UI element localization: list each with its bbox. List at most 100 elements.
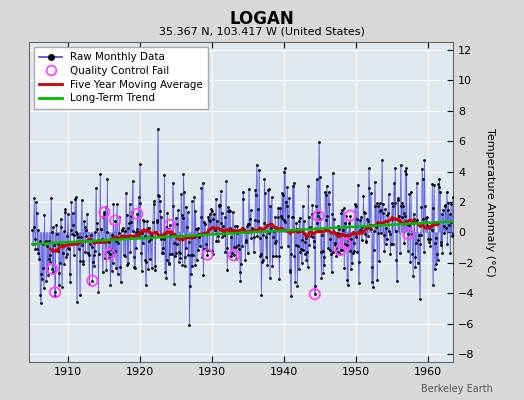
- Point: [53, 230, 61, 237]
- Point: [183, 224, 191, 230]
- Point: [231, 222, 239, 229]
- Point: [176, 255, 184, 261]
- Point: [88, 244, 96, 250]
- Point: [283, 184, 291, 190]
- Point: [119, 252, 128, 258]
- Point: [409, 211, 418, 218]
- Point: [392, 257, 400, 263]
- Point: [374, 230, 382, 236]
- Point: [63, 211, 72, 218]
- Point: [307, 232, 315, 239]
- Point: [199, 272, 208, 278]
- Point: [367, 278, 376, 285]
- Point: [423, 214, 431, 220]
- Point: [334, 226, 343, 232]
- Point: [413, 260, 422, 266]
- Point: [29, 241, 37, 248]
- Point: [433, 257, 442, 264]
- Point: [46, 259, 54, 266]
- Point: [45, 238, 53, 244]
- Point: [80, 224, 89, 231]
- Point: [170, 240, 179, 246]
- Point: [137, 268, 146, 274]
- Point: [47, 229, 56, 235]
- Point: [179, 171, 188, 177]
- Point: [40, 212, 49, 218]
- Point: [363, 232, 372, 239]
- Point: [314, 213, 323, 219]
- Point: [445, 210, 454, 217]
- Text: LOGAN: LOGAN: [230, 10, 294, 28]
- Point: [48, 266, 57, 272]
- Point: [104, 248, 112, 255]
- Point: [311, 291, 319, 298]
- Point: [396, 162, 405, 168]
- Point: [332, 253, 341, 259]
- Text: Berkeley Earth: Berkeley Earth: [421, 384, 493, 394]
- Point: [78, 197, 86, 204]
- Point: [213, 218, 221, 224]
- Point: [75, 238, 83, 244]
- Point: [96, 171, 104, 177]
- Point: [105, 239, 113, 245]
- Point: [420, 157, 429, 164]
- Point: [415, 232, 423, 238]
- Point: [333, 230, 341, 237]
- Point: [168, 251, 176, 257]
- Point: [87, 236, 95, 242]
- Point: [226, 225, 234, 231]
- Point: [276, 205, 284, 211]
- Point: [49, 224, 57, 230]
- Point: [315, 139, 323, 145]
- Point: [56, 260, 64, 266]
- Point: [268, 262, 276, 269]
- Point: [215, 202, 224, 208]
- Point: [242, 239, 250, 246]
- Legend: Raw Monthly Data, Quality Control Fail, Five Year Moving Average, Long-Term Tren: Raw Monthly Data, Quality Control Fail, …: [34, 47, 209, 108]
- Point: [317, 275, 325, 281]
- Point: [166, 222, 174, 228]
- Point: [104, 255, 113, 262]
- Point: [91, 229, 100, 236]
- Point: [307, 228, 315, 235]
- Point: [291, 241, 300, 248]
- Point: [84, 250, 92, 256]
- Point: [240, 226, 248, 232]
- Point: [155, 193, 163, 199]
- Point: [309, 234, 317, 240]
- Point: [115, 230, 123, 236]
- Point: [28, 227, 37, 234]
- Point: [178, 262, 187, 268]
- Point: [343, 277, 351, 284]
- Point: [143, 218, 151, 224]
- Point: [356, 227, 365, 234]
- Point: [191, 261, 199, 268]
- Point: [86, 240, 94, 247]
- Point: [367, 226, 375, 232]
- Point: [169, 180, 177, 186]
- Point: [42, 264, 51, 271]
- Point: [420, 249, 428, 255]
- Point: [400, 213, 409, 219]
- Point: [365, 185, 374, 191]
- Point: [61, 208, 69, 215]
- Point: [392, 278, 401, 285]
- Point: [386, 250, 395, 257]
- Point: [73, 298, 81, 305]
- Point: [117, 233, 125, 239]
- Point: [105, 251, 114, 257]
- Point: [59, 250, 67, 257]
- Point: [337, 209, 345, 216]
- Point: [201, 246, 210, 252]
- Point: [36, 238, 44, 244]
- Point: [429, 282, 437, 288]
- Point: [319, 248, 327, 254]
- Point: [130, 264, 138, 270]
- Point: [272, 238, 280, 244]
- Point: [357, 237, 366, 244]
- Point: [179, 215, 187, 222]
- Point: [366, 222, 374, 228]
- Point: [221, 214, 229, 220]
- Point: [128, 178, 137, 184]
- Point: [331, 242, 340, 248]
